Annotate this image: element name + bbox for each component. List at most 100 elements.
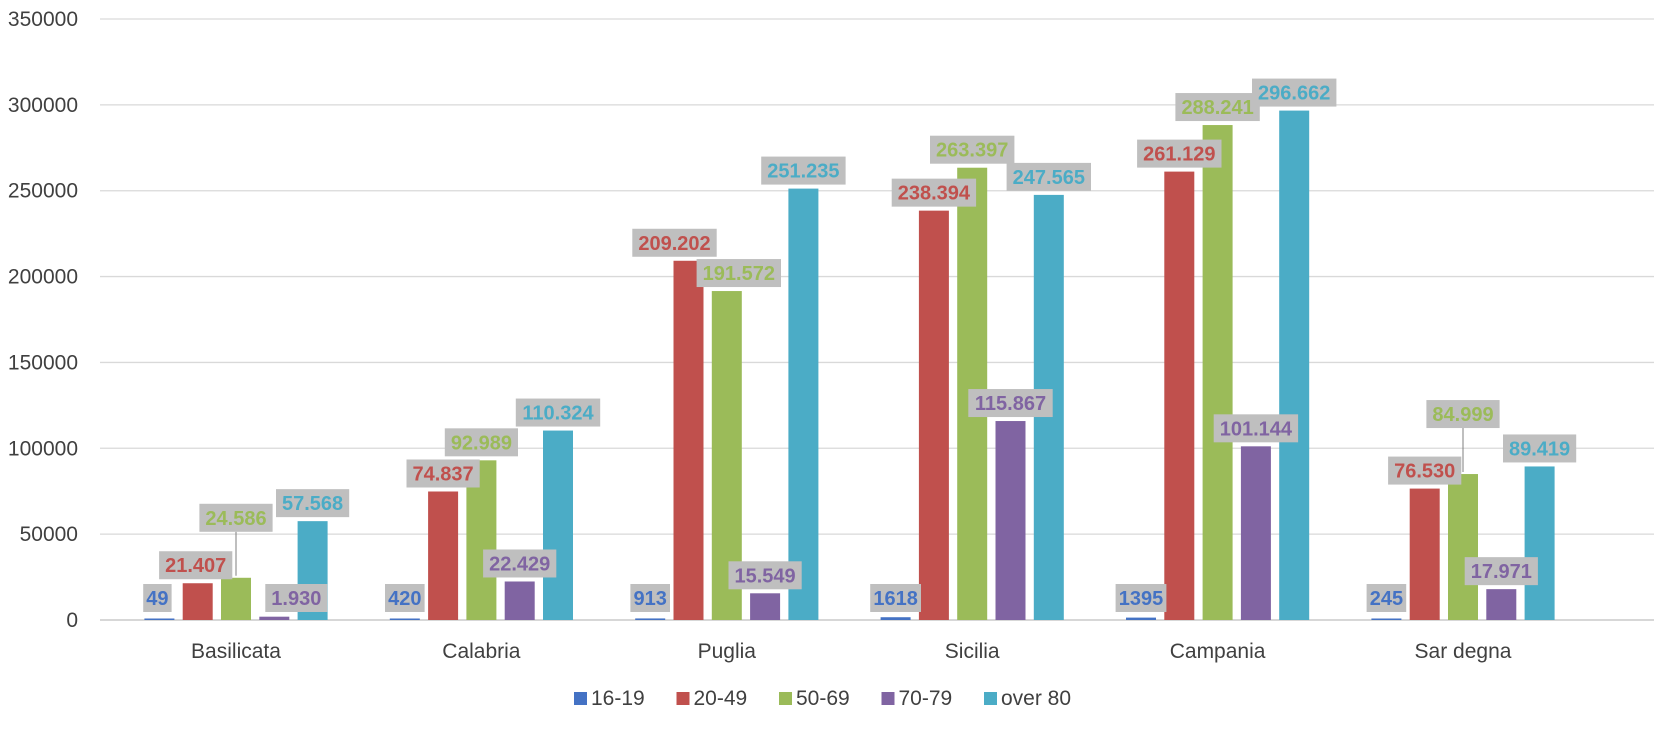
data-label-background: [276, 489, 350, 518]
data-label-50-69-3: 263.397: [930, 135, 1015, 164]
bar-20-49-basilicata: [182, 583, 213, 620]
data-labels: 49 21.407 24.586 1.930 57.568 420 74.837 92.989…: [143, 78, 1577, 612]
data-label-70-79-3: 115.867: [968, 389, 1053, 418]
data-label-text: 21.407: [165, 555, 226, 577]
category-label: Campania: [1170, 640, 1266, 663]
data-label-70-79-4: 101.144: [1213, 414, 1299, 443]
data-label-over-80-5: 89.419: [1503, 434, 1577, 463]
data-label-text: 296.662: [1258, 83, 1330, 105]
data-label-text: 245: [1370, 588, 1403, 610]
bar-over-80-sar-degna: [1524, 466, 1555, 620]
data-label-text: 49: [146, 588, 168, 610]
data-label-background: [1464, 557, 1538, 586]
category-label: Sicilia: [945, 640, 1000, 663]
legend-label: 50-69: [796, 687, 850, 710]
bar-16-19-sar-degna: [1371, 618, 1402, 620]
bar-50-69-basilicata: [221, 577, 251, 620]
legend-swatch: [676, 692, 690, 705]
data-label-70-79-2: 15.549: [728, 561, 802, 590]
data-label-over-80-2: 251.235: [761, 156, 846, 185]
data-label-background: [870, 584, 921, 612]
data-label-background: [630, 584, 670, 612]
bar-70-79-calabria: [504, 581, 535, 620]
data-label-background: [515, 398, 601, 427]
data-label-text: 1.930: [271, 588, 321, 610]
bar-50-69-sar-degna: [1448, 474, 1478, 620]
data-label-background: [1503, 434, 1577, 463]
data-label-70-79-1: 22.429: [483, 549, 557, 578]
data-label-16-19-1: 420: [385, 584, 425, 612]
bar-over-80-puglia: [788, 188, 819, 620]
category-label: Calabria: [442, 640, 521, 663]
data-label-background: [159, 551, 233, 580]
y-tick-label: 0: [66, 609, 78, 632]
data-label-background: [385, 584, 425, 612]
data-label-text: 84.999: [1432, 404, 1493, 426]
data-label-text: 247.565: [1013, 167, 1085, 189]
data-label-16-19-3: 1618: [870, 584, 921, 612]
data-label-text: 89.419: [1509, 438, 1570, 460]
legend-item-over-80: over 80: [984, 687, 1071, 710]
bar-16-19-campania: [1126, 617, 1156, 620]
bar-20-49-sicilia: [918, 210, 949, 621]
legend-swatch: [574, 692, 587, 705]
data-label-20-49-4: 261.129: [1137, 139, 1222, 168]
data-label-background: [930, 135, 1015, 164]
y-tick-label: 150000: [8, 351, 78, 374]
y-tick-label: 50000: [20, 523, 78, 546]
legend-label: 20-49: [694, 687, 748, 710]
bar-70-79-basilicata: [259, 616, 290, 620]
data-label-50-69-5: 84.999: [1426, 400, 1500, 473]
data-label-70-79-5: 17.971: [1464, 557, 1538, 586]
data-label-background: [1388, 456, 1462, 485]
data-label-20-49-0: 21.407: [159, 551, 233, 580]
data-label-20-49-3: 238.394: [891, 178, 977, 207]
data-label-background: [483, 549, 557, 578]
data-label-background: [1252, 78, 1337, 107]
data-label-over-80-4: 296.662: [1252, 78, 1337, 107]
bar-16-19-puglia: [635, 618, 666, 620]
data-label-20-49-5: 76.530: [1388, 456, 1462, 485]
data-label-background: [1426, 400, 1500, 429]
y-tick-label: 100000: [8, 437, 78, 460]
bar-70-79-puglia: [750, 593, 781, 620]
data-label-background: [696, 259, 781, 288]
data-label-over-80-0: 57.568: [276, 489, 350, 518]
data-label-text: 15.549: [735, 565, 796, 587]
data-label-background: [632, 228, 717, 257]
data-label-background: [1006, 162, 1091, 191]
category-label: Basilicata: [191, 640, 281, 663]
data-label-background: [1366, 584, 1407, 612]
gridlines: [100, 18, 1654, 621]
data-label-background: [968, 389, 1053, 418]
legend-swatch: [779, 692, 792, 705]
bar-16-19-calabria: [389, 618, 420, 620]
y-tick-label: 300000: [8, 94, 78, 117]
legend-label: 70-79: [899, 687, 953, 710]
data-label-50-69-1: 92.989: [444, 428, 518, 457]
y-tick-label: 200000: [8, 266, 78, 289]
data-label-text: 76.530: [1394, 461, 1455, 483]
data-label-text: 1618: [873, 588, 918, 610]
bar-20-49-sar-degna: [1409, 488, 1440, 620]
data-label-background: [265, 584, 328, 612]
data-label-background: [406, 459, 480, 488]
y-tick-label: 350000: [8, 8, 78, 31]
bar-over-80-calabria: [543, 430, 573, 620]
data-label-16-19-2: 913: [630, 584, 670, 612]
data-label-text: 420: [388, 588, 421, 610]
legend-item-70-79: 70-79: [881, 687, 953, 710]
category-label: Puglia: [698, 640, 757, 663]
data-label-background: [728, 561, 802, 590]
y-axis: 0 50000 100000 150000 200000 250000 300000 3500…: [8, 8, 78, 632]
legend-swatch: [881, 692, 895, 705]
data-label-16-19-0: 49: [143, 584, 172, 612]
bar-20-49-campania: [1164, 171, 1195, 621]
data-label-text: 22.429: [489, 553, 550, 575]
data-label-background: [1213, 414, 1299, 443]
bar-16-19-basilicata: [144, 618, 175, 620]
data-label-16-19-5: 245: [1366, 584, 1407, 612]
data-label-text: 1395: [1119, 588, 1164, 610]
data-label-text: 115.867: [975, 393, 1046, 415]
